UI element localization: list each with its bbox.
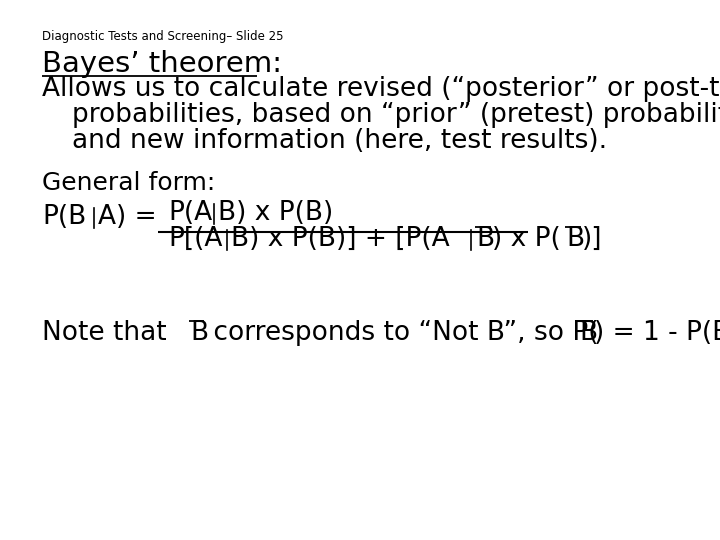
Text: B: B — [476, 226, 494, 252]
Text: P(A: P(A — [168, 200, 212, 226]
Text: corresponds to “Not B”, so P(: corresponds to “Not B”, so P( — [205, 320, 598, 346]
Text: ) x P(: ) x P( — [492, 226, 561, 252]
Text: P[(A: P[(A — [168, 226, 222, 252]
Text: B: B — [566, 226, 584, 252]
Text: B: B — [190, 320, 208, 346]
Text: Note that: Note that — [42, 320, 175, 346]
Text: probabilities, based on “prior” (pretest) probabilities: probabilities, based on “prior” (pretest… — [72, 102, 720, 128]
Text: B) x P(B): B) x P(B) — [218, 200, 333, 226]
Text: Diagnostic Tests and Screening– Slide 25: Diagnostic Tests and Screening– Slide 25 — [42, 30, 284, 43]
Text: )]: )] — [582, 226, 603, 252]
Text: and new information (here, test results).: and new information (here, test results)… — [72, 128, 607, 154]
Text: General form:: General form: — [42, 171, 215, 195]
Text: B) x P(B)] + [P(A: B) x P(B)] + [P(A — [231, 226, 449, 252]
Text: Allows us to calculate revised (“posterior” or post-test): Allows us to calculate revised (“posteri… — [42, 76, 720, 102]
Text: B: B — [579, 320, 597, 346]
Text: ) = 1 - P(B): ) = 1 - P(B) — [594, 320, 720, 346]
Text: Bayes’ theorem:: Bayes’ theorem: — [42, 50, 282, 78]
Text: P(B: P(B — [42, 204, 86, 230]
Text: A) =: A) = — [98, 204, 157, 230]
